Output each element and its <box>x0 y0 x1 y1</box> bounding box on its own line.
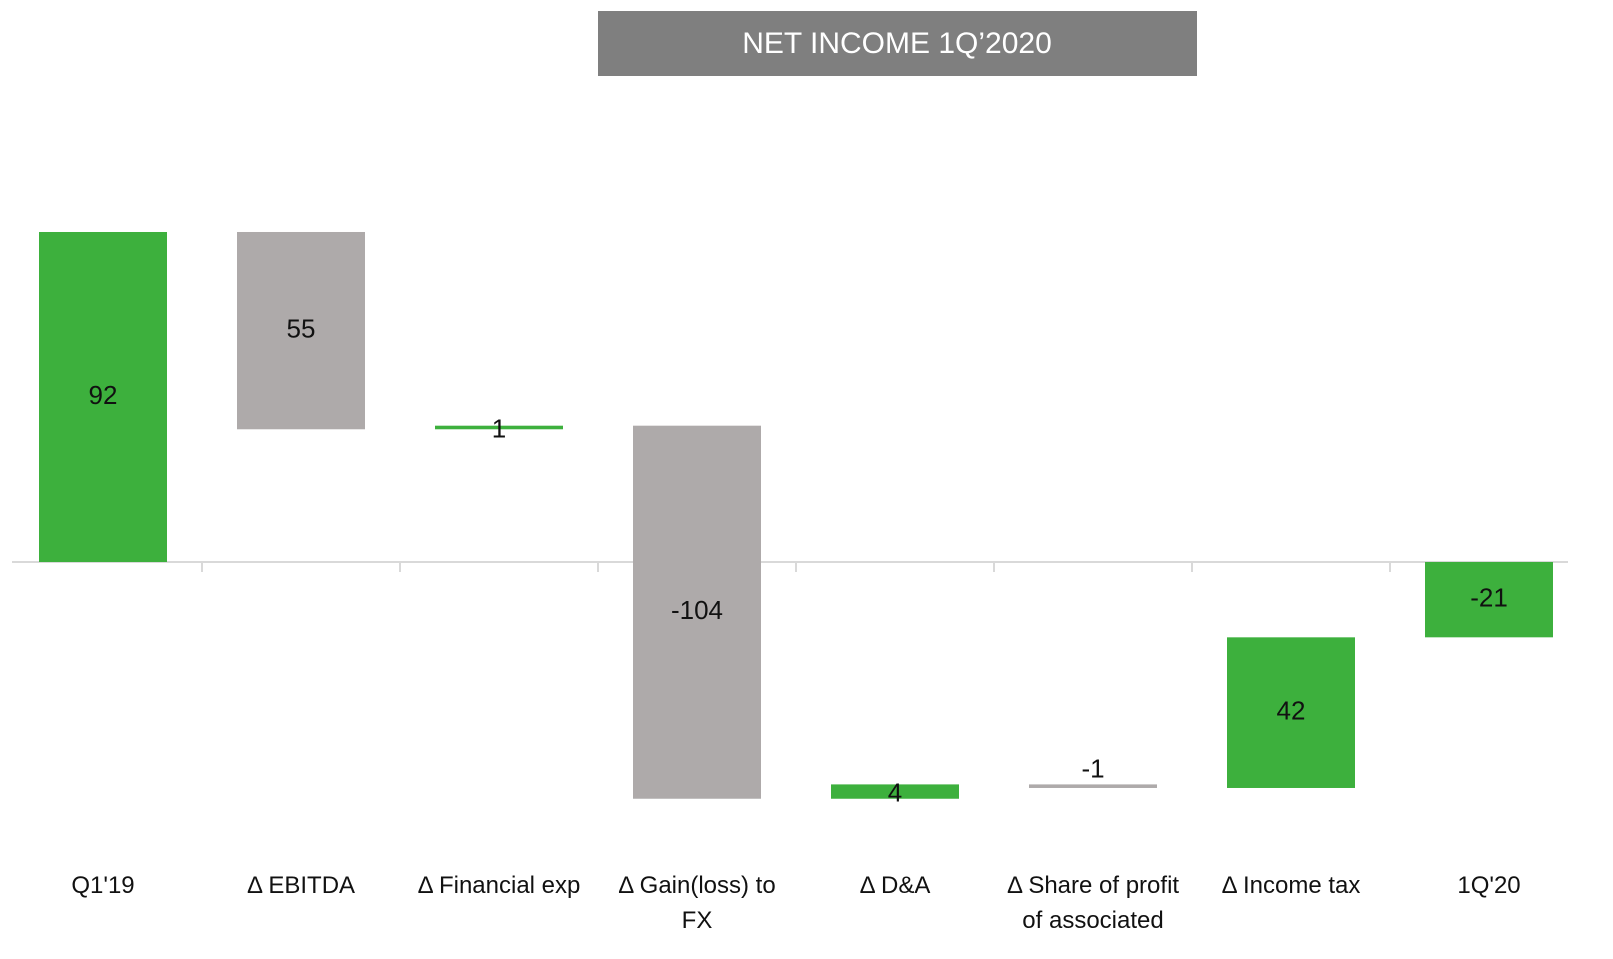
data-label: -1 <box>1081 753 1104 783</box>
x-tick-label: Δ Gain(loss) to FX <box>618 872 776 934</box>
x-tick-label: Δ Share of profit of associated <box>1006 872 1180 934</box>
x-tick-label: Q1'19 <box>71 872 135 899</box>
bar <box>831 784 959 799</box>
data-label: -104 <box>671 595 723 625</box>
bar <box>1227 637 1355 788</box>
bar <box>435 425 563 430</box>
bar <box>39 231 167 562</box>
bar <box>1425 562 1553 638</box>
bar <box>1029 784 1157 788</box>
bar <box>633 425 761 799</box>
x-tick-label: Δ Income tax <box>1221 872 1361 899</box>
title-box <box>598 11 1197 76</box>
x-tick-label: Δ Financial exp <box>417 872 581 899</box>
chart-title: NET INCOME 1Q’2020 <box>742 27 1052 60</box>
data-label: 4 <box>888 777 902 807</box>
bar <box>237 231 365 430</box>
data-label: -21 <box>1470 583 1508 613</box>
x-tick-label: 1Q'20 <box>1457 872 1521 899</box>
x-tick-label: Δ EBITDA <box>246 872 356 899</box>
data-label: 42 <box>1277 696 1306 726</box>
data-label: 1 <box>492 413 506 443</box>
data-label: 92 <box>89 380 118 410</box>
data-label: 55 <box>287 314 316 344</box>
x-tick-label: Δ D&A <box>859 872 931 899</box>
